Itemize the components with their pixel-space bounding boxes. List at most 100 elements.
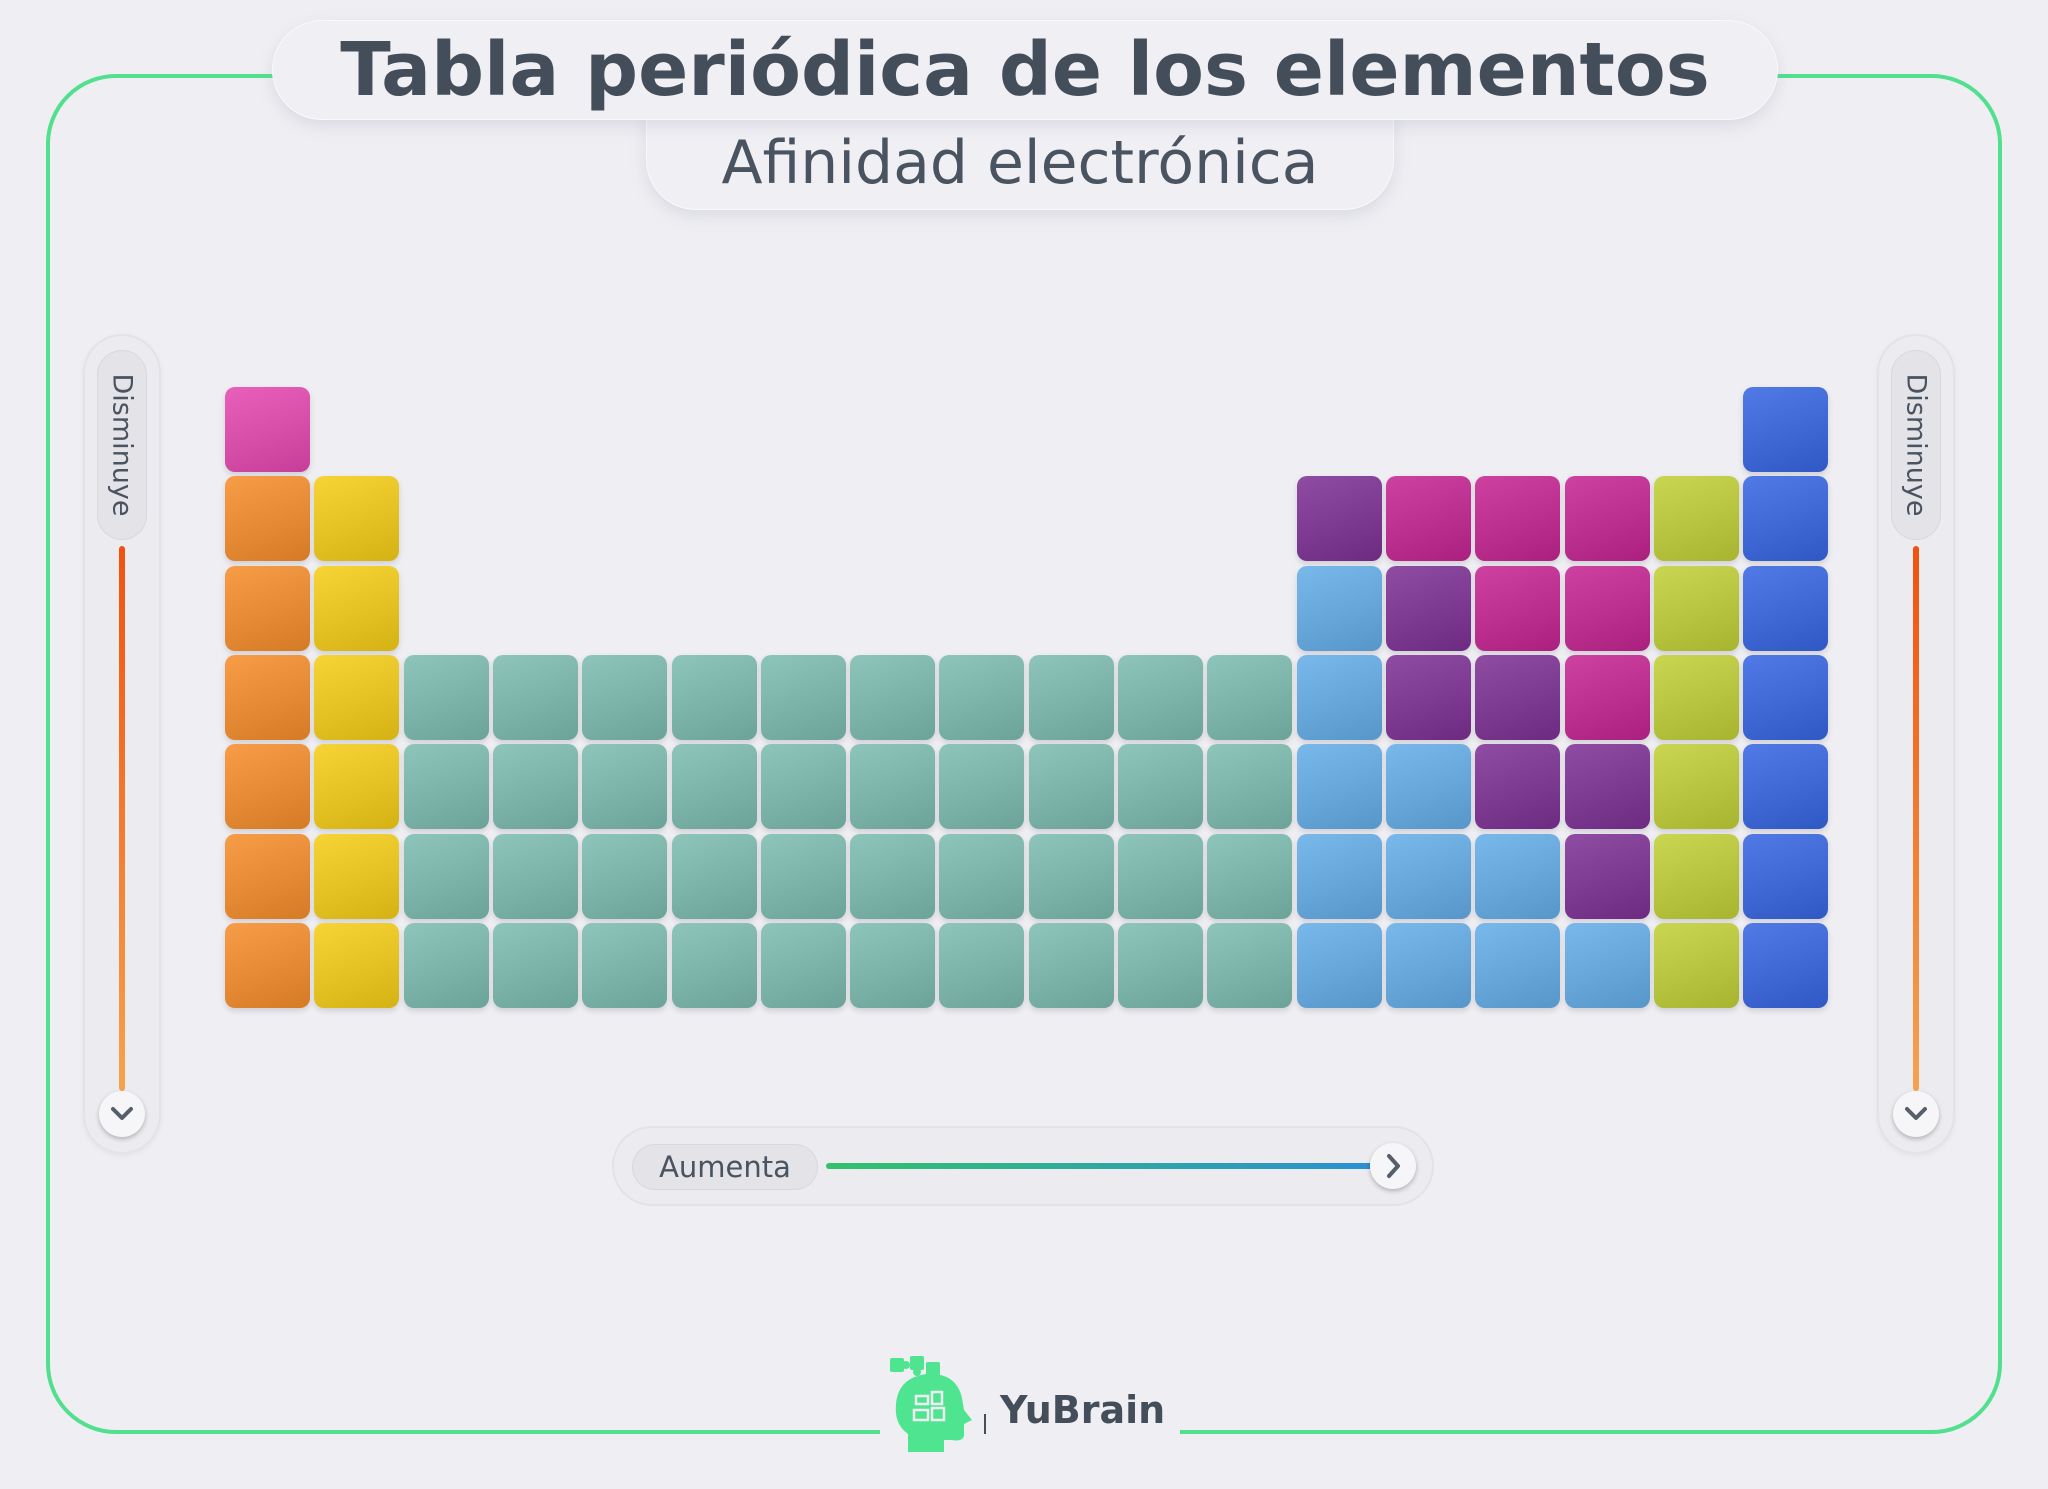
- element-cell: [1475, 744, 1561, 830]
- element-cell: [760, 654, 846, 740]
- element-cell: [1743, 387, 1829, 472]
- element-cell: [760, 833, 846, 919]
- element-cell: [1207, 922, 1293, 1008]
- element-cell: [1296, 922, 1382, 1008]
- element-cell: [671, 744, 757, 830]
- right-trend-indicator: Disminuye: [1877, 334, 1955, 1154]
- left-trend-label-pill: Disminuye: [97, 350, 147, 540]
- right-trend-line: [1913, 546, 1919, 1091]
- element-cell: [1564, 744, 1650, 830]
- element-cell: [1296, 833, 1382, 919]
- element-cell: [403, 744, 489, 830]
- element-cell: [225, 744, 310, 830]
- element-cell: [492, 833, 578, 919]
- element-cell: [850, 654, 936, 740]
- element-cell: [492, 922, 578, 1008]
- title-pill: Tabla periódica de los elementos: [272, 20, 1778, 120]
- element-cell: [1475, 654, 1561, 740]
- element-cell: [225, 476, 310, 562]
- element-cell: [671, 833, 757, 919]
- element-cell: [760, 922, 846, 1008]
- element-cell: [1207, 654, 1293, 740]
- element-cell: [1653, 565, 1739, 651]
- element-cell: [1385, 922, 1471, 1008]
- element-cell: [1564, 476, 1650, 562]
- element-cell: [1028, 654, 1114, 740]
- element-cell: [850, 922, 936, 1008]
- element-cell: [1385, 744, 1471, 830]
- chevron-right-icon: [1370, 1143, 1416, 1189]
- chevron-down-icon: [1893, 1091, 1939, 1137]
- element-cell: [1653, 476, 1739, 562]
- right-trend-label-pill: Disminuye: [1891, 350, 1941, 540]
- element-cell: [1743, 565, 1829, 651]
- bottom-trend-label-pill: Aumenta: [632, 1144, 818, 1190]
- element-cell: [1028, 922, 1114, 1008]
- element-cell: [1207, 833, 1293, 919]
- element-cell: [1385, 654, 1471, 740]
- element-cell: [760, 744, 846, 830]
- bottom-trend-line: [826, 1163, 1376, 1169]
- element-cell: [939, 922, 1025, 1008]
- element-cell: [1475, 922, 1561, 1008]
- subtitle-pill: Afinidad electrónica: [646, 110, 1394, 210]
- element-cell: [314, 654, 400, 740]
- element-cell: [1118, 744, 1203, 830]
- logo-separator: [984, 1414, 986, 1434]
- element-cell: [582, 833, 668, 919]
- element-cell: [1743, 654, 1829, 740]
- element-cell: [1653, 833, 1739, 919]
- element-cell: [1028, 833, 1114, 919]
- element-cell: [403, 833, 489, 919]
- head-puzzle-icon: [890, 1356, 972, 1452]
- element-cell: [671, 654, 757, 740]
- left-trend-indicator: Disminuye: [83, 334, 161, 1154]
- element-cell: [1296, 654, 1382, 740]
- element-cell: [1385, 833, 1471, 919]
- yubrain-logo: YuBrain: [880, 1352, 1180, 1462]
- element-cell: [403, 654, 489, 740]
- element-cell: [403, 922, 489, 1008]
- element-cell: [1475, 476, 1561, 562]
- bottom-trend-label: Aumenta: [659, 1150, 791, 1184]
- bottom-trend-indicator: Aumenta: [612, 1126, 1434, 1206]
- element-cell: [1207, 744, 1293, 830]
- element-cell: [1118, 833, 1203, 919]
- element-cell: [939, 744, 1025, 830]
- element-cell: [492, 744, 578, 830]
- element-cell: [1653, 654, 1739, 740]
- element-cell: [582, 744, 668, 830]
- element-cell: [314, 922, 400, 1008]
- element-cell: [1028, 744, 1114, 830]
- left-trend-line: [119, 546, 125, 1091]
- element-cell: [671, 922, 757, 1008]
- element-cell: [1564, 922, 1650, 1008]
- element-cell: [314, 833, 400, 919]
- element-cell: [850, 744, 936, 830]
- element-cell: [1296, 565, 1382, 651]
- element-cell: [1475, 565, 1561, 651]
- element-cell: [1118, 654, 1203, 740]
- element-cell: [1653, 922, 1739, 1008]
- element-cell: [1564, 833, 1650, 919]
- element-cell: [225, 922, 310, 1008]
- element-cell: [1296, 476, 1382, 562]
- element-cell: [939, 654, 1025, 740]
- element-cell: [314, 476, 400, 562]
- element-cell: [1743, 744, 1829, 830]
- element-cell: [850, 833, 936, 919]
- element-cell: [1385, 476, 1471, 562]
- logo-text: YuBrain: [1000, 1388, 1166, 1432]
- element-cell: [1385, 565, 1471, 651]
- element-cell: [1743, 922, 1829, 1008]
- element-cell: [1564, 654, 1650, 740]
- element-cell: [1475, 833, 1561, 919]
- page-title: Tabla periódica de los elementos: [340, 27, 1710, 113]
- element-cell: [1118, 922, 1203, 1008]
- element-cell: [225, 565, 310, 651]
- element-cell: [939, 833, 1025, 919]
- element-cell: [225, 387, 310, 472]
- element-cell: [225, 654, 310, 740]
- element-cell: [314, 744, 400, 830]
